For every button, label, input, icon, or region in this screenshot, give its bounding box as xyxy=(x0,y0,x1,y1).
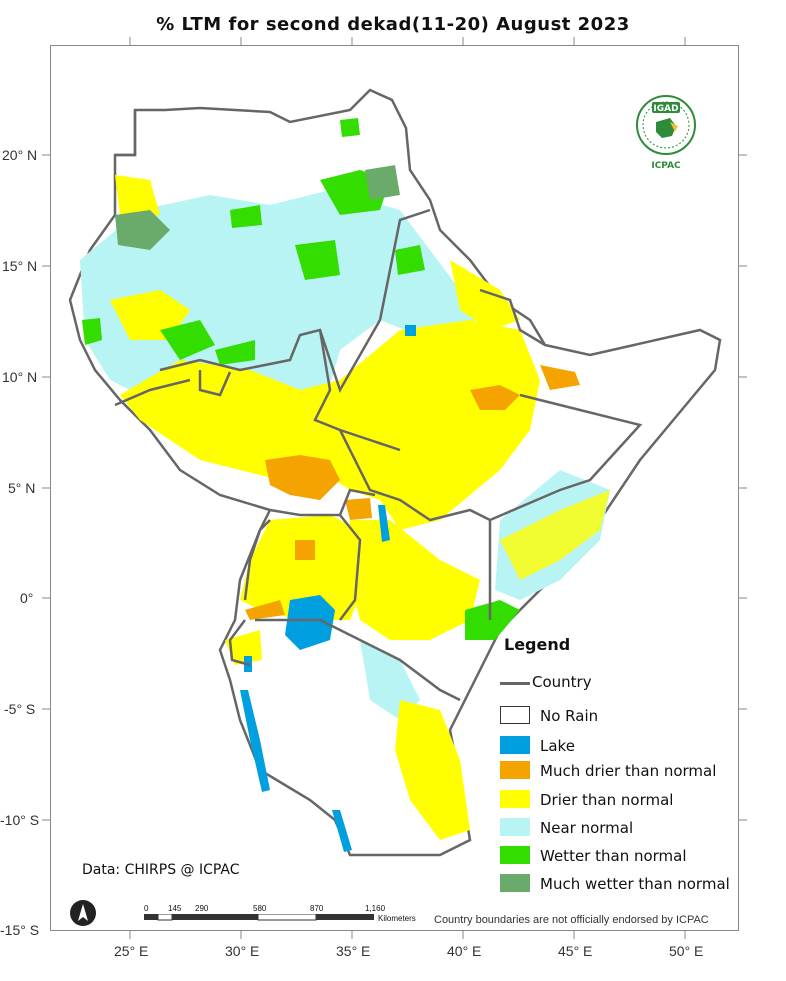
wetter-northeast xyxy=(340,118,360,137)
boundary-disclaimer: Country boundaries are not officially en… xyxy=(434,914,709,926)
legend-label: Drier than normal xyxy=(540,791,674,809)
legend: Legend Country No Rain Lake Much drier t… xyxy=(498,632,738,894)
lake-tanganyika xyxy=(240,690,270,792)
much-drier-uganda xyxy=(295,540,315,560)
lake-turkana xyxy=(378,505,390,542)
legend-label: Much wetter than normal xyxy=(540,875,730,893)
lon-label-35e: 35° E xyxy=(336,943,371,959)
lake-swatch xyxy=(500,736,530,754)
logo-bottom-text: ICPAC xyxy=(651,161,681,171)
lat-label-15n: 15° N xyxy=(2,258,38,274)
data-credit: Data: CHIRPS @ ICPAC xyxy=(82,862,240,878)
north-arrow-graphic xyxy=(78,904,88,921)
drier-kenya xyxy=(350,520,480,640)
wetter-kordofan xyxy=(160,320,215,360)
legend-label: No Rain xyxy=(540,707,599,725)
legend-label: Much drier than normal xyxy=(540,762,717,780)
lat-label-5s: -5° S xyxy=(4,701,36,717)
lat-label-0: 0° xyxy=(20,590,34,606)
much-drier-swatch xyxy=(500,761,530,779)
drier-uganda xyxy=(240,515,370,620)
lat-label-10n: 10° N xyxy=(2,369,38,385)
lake-tana xyxy=(405,325,416,336)
scale-tick: 0 xyxy=(144,904,149,913)
lon-label-30e: 30° E xyxy=(225,943,260,959)
logo-top-text: IGAD xyxy=(653,104,678,114)
much-drier-horn xyxy=(540,365,580,390)
lon-label-25e: 25° E xyxy=(114,943,149,959)
drier-swatch xyxy=(500,790,530,808)
wetter-red-sea xyxy=(395,245,425,275)
scale-tick: 580 xyxy=(253,904,267,913)
lat-label-20n: 20° N xyxy=(2,147,38,163)
lon-label-45e: 45° E xyxy=(558,943,593,959)
drier-southwest xyxy=(225,630,262,665)
much-drier-ssudan xyxy=(265,455,340,500)
lake-malawi xyxy=(332,810,352,852)
legend-label: Near normal xyxy=(540,819,634,837)
map-title: % LTM for second dekad(11-20) August 202… xyxy=(156,14,630,35)
much-wetter-nile xyxy=(365,165,400,200)
lat-label-5n: 5° N xyxy=(8,480,36,496)
legend-label: Lake xyxy=(540,737,575,755)
near-normal-swatch xyxy=(500,818,530,836)
north-arrow-icon xyxy=(70,900,96,926)
wetter-swatch xyxy=(500,846,530,864)
legend-label: Wetter than normal xyxy=(540,847,687,865)
lon-label-50e: 50° E xyxy=(669,943,704,959)
much-drier-ethiopia xyxy=(470,385,520,410)
drier-somalia xyxy=(500,490,610,580)
lon-label-40e: 40° E xyxy=(447,943,482,959)
igad-icpac-logo: IGAD ICPAC xyxy=(630,92,702,174)
drier-north xyxy=(115,175,160,215)
frame-ticks xyxy=(42,37,747,939)
scalebar: 0 145 290 580 870 1,160 Kilometers xyxy=(144,904,434,928)
wetter-darfur xyxy=(295,240,340,280)
drier-tanzania xyxy=(395,700,470,840)
wetter-central-sudan xyxy=(230,205,262,228)
scale-tick: 145 xyxy=(168,904,182,913)
lake-victoria xyxy=(285,595,335,650)
lat-label-10s: -10° S xyxy=(0,812,40,828)
scale-unit: Kilometers xyxy=(378,914,416,923)
scale-tick: 290 xyxy=(195,904,209,913)
wetter-west xyxy=(215,340,255,365)
country-line-swatch xyxy=(500,682,530,685)
much-wetter-swatch xyxy=(500,874,530,892)
much-drier-lakeside xyxy=(245,600,285,620)
wetter-coast xyxy=(465,600,520,640)
legend-label: Country xyxy=(532,673,592,691)
no-rain-swatch xyxy=(500,706,530,724)
country-borders xyxy=(114,110,643,702)
igad-logo-graphic: IGAD ICPAC xyxy=(636,95,696,171)
wetter-chad-border xyxy=(82,318,102,345)
lat-label-15s: -15° S xyxy=(0,922,40,938)
scale-tick: 1,160 xyxy=(365,904,386,913)
much-wetter-northwest xyxy=(115,210,170,250)
much-drier-kenya xyxy=(345,498,372,520)
drier-east-ethiopia xyxy=(450,260,520,330)
near-normal-south xyxy=(360,640,420,720)
legend-title: Legend xyxy=(504,635,571,654)
scalebar-bars xyxy=(144,914,374,921)
scale-tick: 870 xyxy=(310,904,324,913)
